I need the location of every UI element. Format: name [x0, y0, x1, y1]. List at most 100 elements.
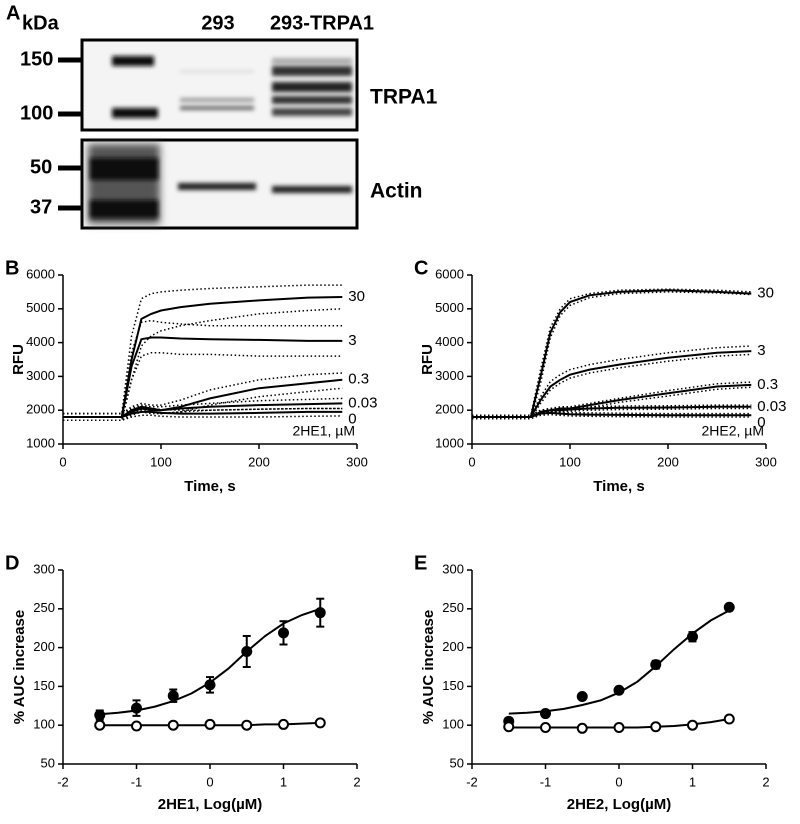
y-tick-label: 3000 — [26, 368, 55, 383]
marker-label: 150 — [20, 48, 53, 70]
y-tick-label: 50 — [41, 755, 55, 770]
filled-point — [94, 709, 106, 721]
sd-line — [63, 351, 343, 422]
filled-point — [613, 684, 625, 696]
fit-curve — [508, 609, 730, 715]
x-tick-label: 0 — [206, 774, 213, 789]
open-point — [241, 719, 253, 731]
unit-label: kDa — [22, 12, 60, 34]
sd-line — [472, 404, 752, 417]
open-point — [204, 718, 216, 730]
y-tick-label: 5000 — [26, 300, 55, 315]
open-point — [94, 719, 106, 731]
x-axis-title: Time, s — [593, 478, 644, 495]
protein-label: Actin — [370, 180, 423, 203]
filled-point — [723, 601, 735, 613]
y-tick-label: 250 — [442, 600, 464, 615]
marker-label: 37 — [30, 196, 52, 218]
filled-point — [204, 679, 216, 691]
y-tick-label: 250 — [33, 600, 55, 615]
sd-line — [63, 387, 343, 422]
x-axis-title: Time, s — [184, 478, 235, 495]
y-axis-title: RFU — [10, 344, 27, 375]
blot: A kDa 293 293-TRPA1 150 100 50 37 TRPA1 … — [6, 2, 438, 230]
open-point — [650, 721, 662, 733]
fit-curve — [99, 607, 321, 716]
x-tick-label: 300 — [755, 454, 777, 469]
series-label: 0 — [348, 410, 356, 427]
x-tick-label: 1 — [280, 774, 287, 789]
filled-point — [540, 708, 551, 720]
y-tick-label: 4000 — [435, 334, 464, 349]
y-tick-label: 100 — [33, 717, 55, 732]
y-tick-label: 150 — [442, 678, 464, 693]
y-tick-label: 150 — [33, 678, 55, 693]
panel-letter: D — [5, 552, 19, 574]
y-tick-label: 300 — [33, 561, 55, 576]
open-point — [167, 719, 179, 731]
series-label: 0 — [757, 414, 765, 431]
y-tick-label: 1000 — [435, 435, 464, 450]
sd-line — [63, 308, 343, 422]
panel-letter: A — [6, 2, 20, 24]
filled-point — [314, 607, 326, 619]
open-point — [278, 718, 289, 730]
series-label: 30 — [757, 285, 774, 302]
panel-letter: C — [414, 257, 428, 279]
sd-line — [63, 407, 343, 415]
filled-point — [576, 690, 588, 702]
y-tick-label: 5000 — [435, 300, 464, 315]
filled-point — [278, 627, 289, 639]
y-tick-label: 6000 — [435, 266, 464, 281]
y-tick-label: 200 — [33, 639, 55, 654]
x-tick-label: 0 — [59, 454, 66, 469]
series-label: 0.03 — [348, 394, 377, 411]
mean-line — [472, 411, 752, 418]
series-label: 3 — [348, 332, 356, 349]
x-axis-title: 2HE2, Log(µM) — [567, 796, 671, 813]
x-tick-label: 0 — [615, 774, 622, 789]
y-tick-label: 2000 — [26, 402, 55, 417]
x-tick-label: -1 — [131, 774, 143, 789]
sd-line — [472, 291, 752, 420]
filled-point — [167, 690, 179, 702]
y-axis-title: RFU — [419, 344, 436, 375]
filled-point — [131, 702, 142, 714]
marker-label: 100 — [20, 102, 53, 124]
x-axis-title: 2HE1, Log(µM) — [158, 796, 262, 813]
y-tick-label: 50 — [450, 755, 464, 770]
series-label: 0.3 — [757, 376, 778, 393]
y-axis-title: % AUC increase — [11, 610, 28, 725]
y-axis-title: % AUC increase — [420, 610, 437, 725]
lane-label: 293 — [201, 12, 234, 34]
x-tick-label: 200 — [657, 454, 679, 469]
x-tick-label: 2 — [353, 774, 360, 789]
x-tick-label: -2 — [57, 774, 69, 789]
sd-line — [63, 414, 343, 422]
open-point — [687, 719, 698, 731]
open-point — [723, 713, 735, 725]
y-tick-label: 300 — [442, 561, 464, 576]
y-tick-label: 100 — [442, 717, 464, 732]
x-tick-label: 100 — [150, 454, 172, 469]
x-tick-label: 300 — [346, 454, 368, 469]
x-tick-label: 200 — [248, 454, 270, 469]
y-tick-label: 1000 — [26, 435, 55, 450]
y-tick-label: 2000 — [435, 402, 464, 417]
annotation: 2HE1, µM — [292, 423, 355, 439]
series-label: 0.3 — [348, 371, 369, 388]
filled-point — [687, 631, 698, 643]
series-label: 3 — [757, 342, 765, 359]
lane-label: 293-TRPA1 — [270, 12, 374, 34]
series-label: 30 — [348, 288, 365, 305]
y-tick-label: 4000 — [26, 334, 55, 349]
x-tick-label: -1 — [540, 774, 552, 789]
marker-ticks — [58, 57, 84, 211]
filled-point — [241, 645, 253, 657]
open-point — [314, 717, 326, 729]
sd-line — [472, 353, 752, 420]
sd-line — [472, 345, 752, 417]
marker-label: 50 — [30, 156, 52, 178]
